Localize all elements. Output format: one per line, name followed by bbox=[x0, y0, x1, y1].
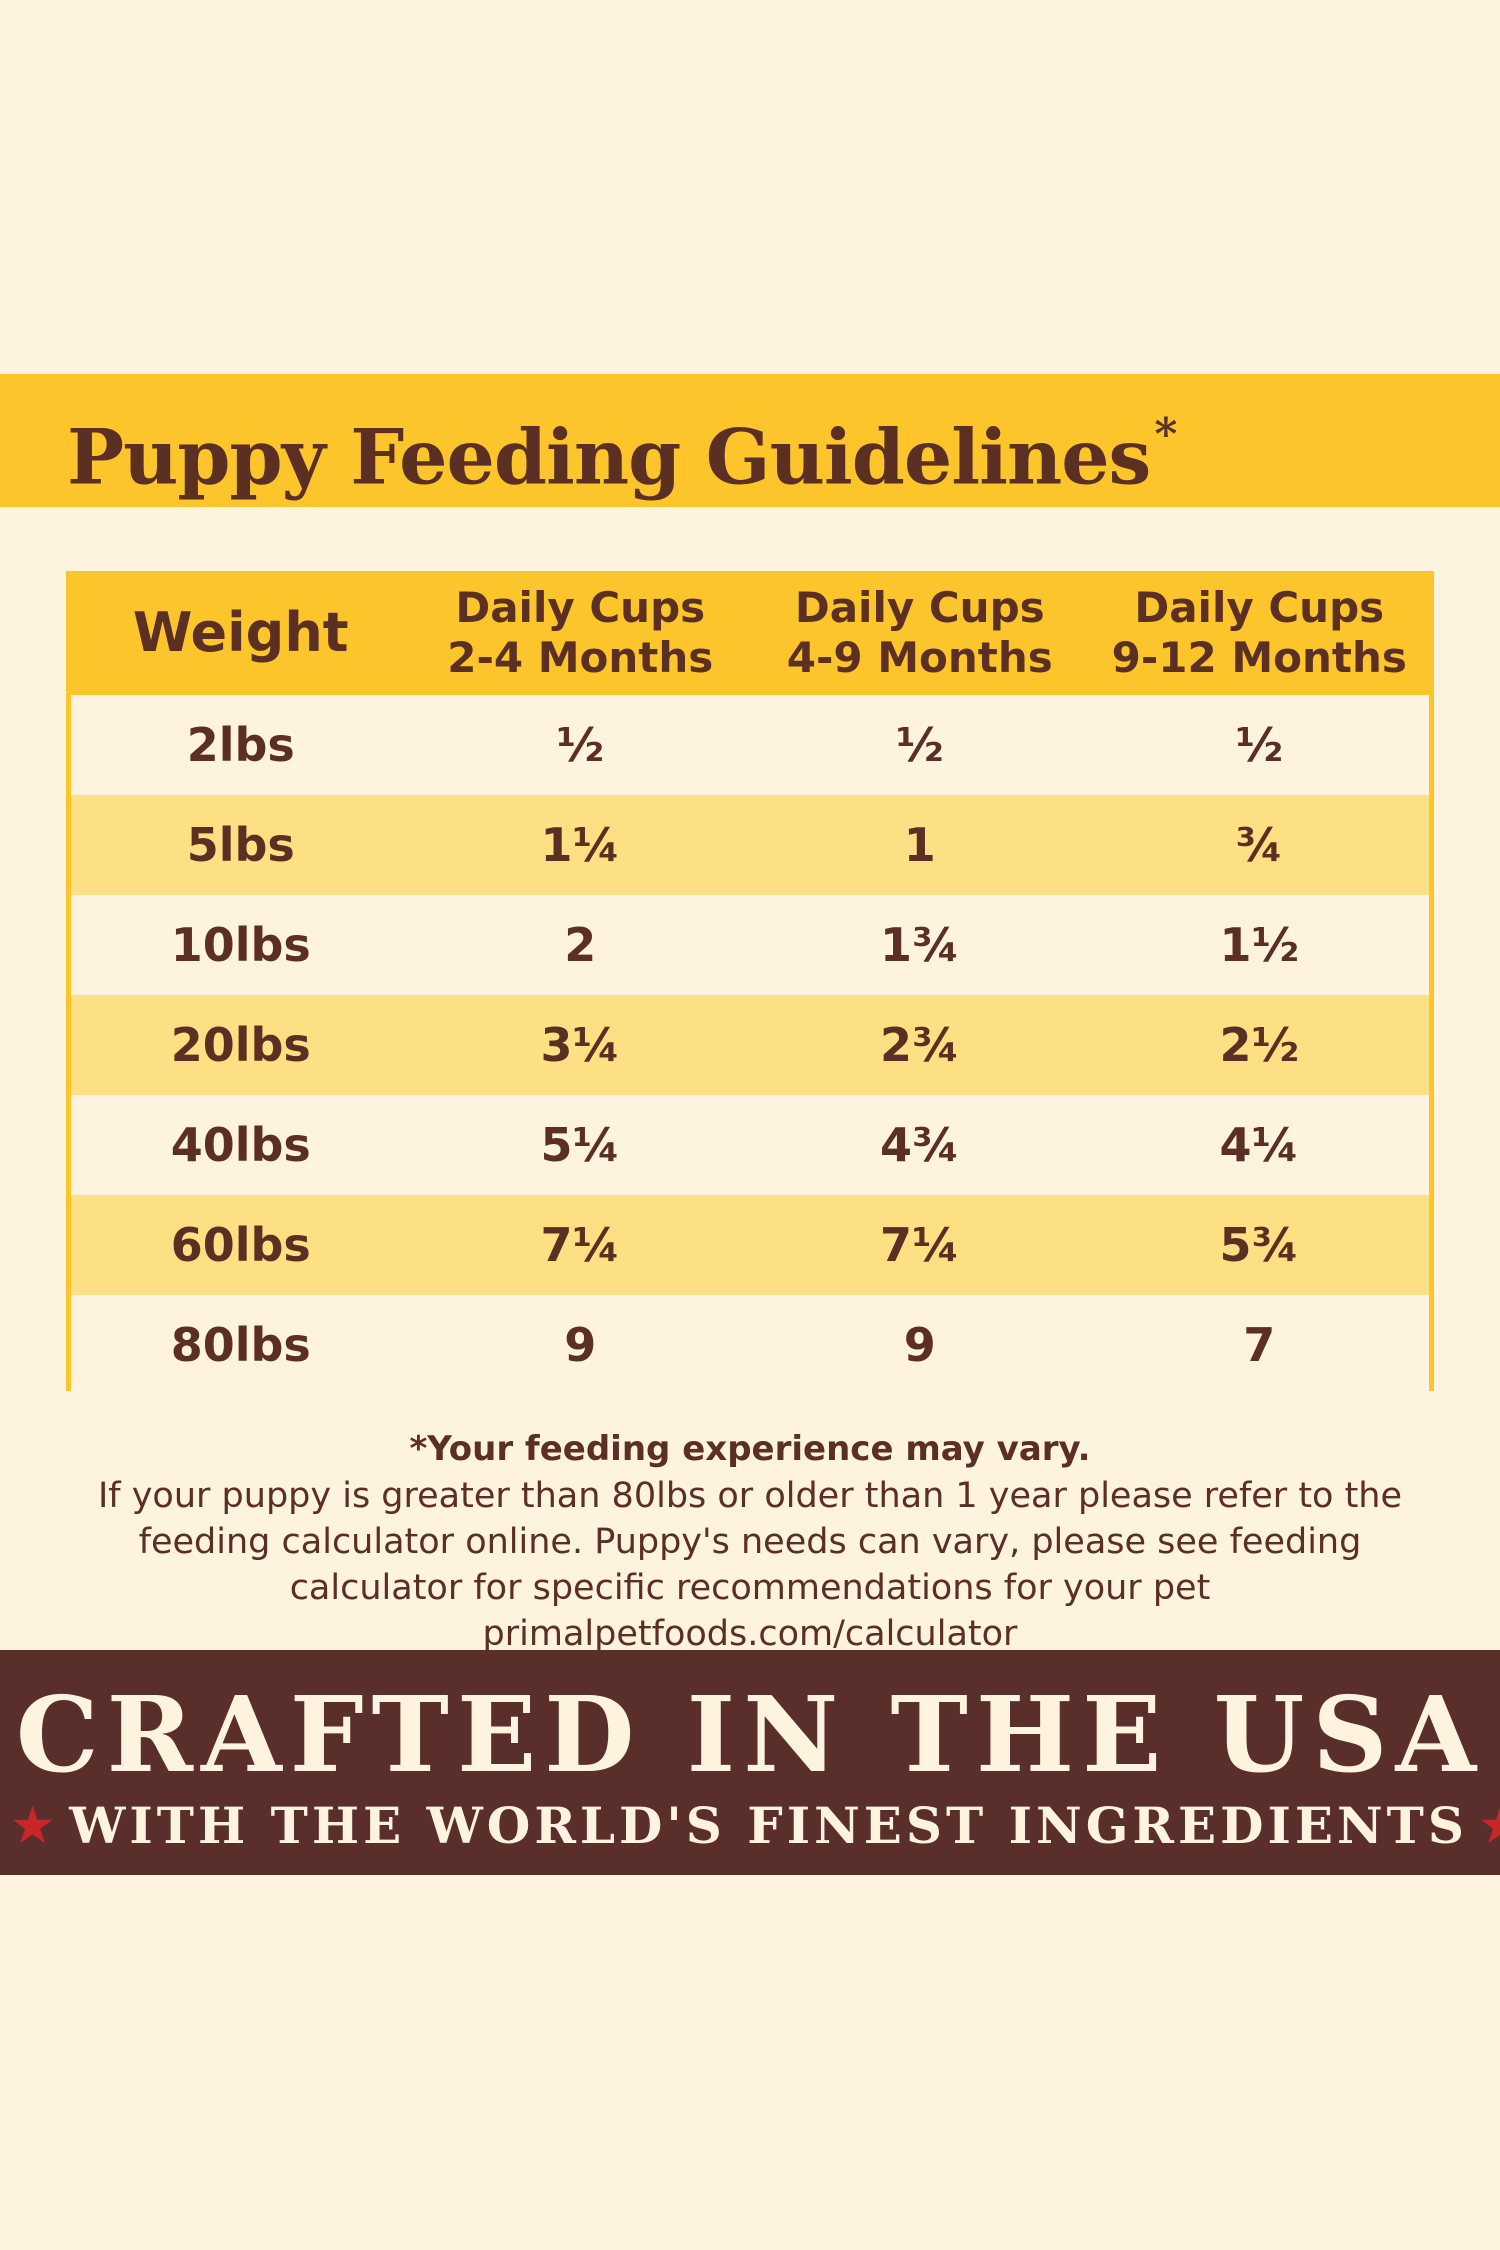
cups-cell: ½ bbox=[1089, 695, 1429, 795]
weight-cell: 40lbs bbox=[71, 1095, 411, 1195]
cups-cell: 7¼ bbox=[750, 1195, 1090, 1295]
cups-cell: 4¼ bbox=[1089, 1095, 1429, 1195]
table-row: 5lbs 1¼ 1 ¾ bbox=[71, 795, 1429, 895]
banner-sub-line: ★WITH THE WORLD'S FINEST INGREDIENTS★ bbox=[0, 1795, 1500, 1856]
banner-sub-text: WITH THE WORLD'S FINEST INGREDIENTS bbox=[69, 1796, 1468, 1855]
weight-cell: 20lbs bbox=[71, 995, 411, 1095]
cups-cell: 1½ bbox=[1089, 895, 1429, 995]
cups-cell: 2 bbox=[410, 895, 750, 995]
cups-cell: 2¾ bbox=[750, 995, 1090, 1095]
header-4-9-months: Daily Cups 4-9 Months bbox=[750, 571, 1090, 695]
weight-cell: 2lbs bbox=[71, 695, 411, 795]
feeding-notes: *Your feeding experience may vary. If yo… bbox=[0, 1425, 1500, 1657]
cups-cell: 4¾ bbox=[750, 1095, 1090, 1195]
crafted-banner: CRAFTED IN THE USA ★ WITH THE WORLD'S FIN… bbox=[0, 1650, 1500, 1875]
feeding-table-container: Weight Daily Cups 2-4 Months Daily Cups 4-… bbox=[66, 571, 1434, 1395]
cups-cell: 9 bbox=[410, 1295, 750, 1395]
weight-cell: 80lbs bbox=[71, 1295, 411, 1395]
table-row: 60lbs 7¼ 7¼ 5¾ bbox=[71, 1195, 1429, 1295]
table-row: 20lbs 3¼ 2¾ 2½ bbox=[71, 995, 1429, 1095]
banner-main-text: CRAFTED IN THE USA bbox=[15, 1673, 1485, 1796]
header-2-4-months: Daily Cups 2-4 Months bbox=[410, 571, 750, 695]
feeding-table: Weight Daily Cups 2-4 Months Daily Cups 4-… bbox=[71, 571, 1429, 1395]
header-9-12-months: Daily Cups 9-12 Months bbox=[1089, 571, 1429, 695]
cups-cell: 7¼ bbox=[410, 1195, 750, 1295]
cups-cell: 2½ bbox=[1089, 995, 1429, 1095]
star-icon: ★ bbox=[1480, 1798, 1500, 1852]
cups-cell: 5¾ bbox=[1089, 1195, 1429, 1295]
table-header-row: Weight Daily Cups 2-4 Months Daily Cups 4-… bbox=[71, 571, 1429, 695]
cups-cell: ½ bbox=[410, 695, 750, 795]
header-weight: Weight bbox=[71, 571, 411, 695]
table-row: 10lbs 2 1¾ 1½ bbox=[71, 895, 1429, 995]
cups-cell: ¾ bbox=[1089, 795, 1429, 895]
weight-cell: 60lbs bbox=[71, 1195, 411, 1295]
table-row: 80lbs 9 9 7 bbox=[71, 1295, 1429, 1395]
title-asterisk: * bbox=[1154, 409, 1177, 460]
cups-cell: 9 bbox=[750, 1295, 1090, 1395]
table-row: 40lbs 5¼ 4¾ 4¼ bbox=[71, 1095, 1429, 1195]
cups-cell: 1¾ bbox=[750, 895, 1090, 995]
cups-cell: 5¼ bbox=[410, 1095, 750, 1195]
weight-cell: 5lbs bbox=[71, 795, 411, 895]
weight-cell: 10lbs bbox=[71, 895, 411, 995]
page-title: Puppy Feeding Guidelines* bbox=[67, 409, 1177, 502]
cups-cell: 7 bbox=[1089, 1295, 1429, 1395]
cups-cell: 3¼ bbox=[410, 995, 750, 1095]
notes-body: If your puppy is greater than 80lbs or o… bbox=[97, 1476, 1403, 1654]
star-icon: ★ bbox=[12, 1798, 58, 1852]
cups-cell: ½ bbox=[750, 695, 1090, 795]
table-row: 2lbs ½ ½ ½ bbox=[71, 695, 1429, 795]
title-band: Puppy Feeding Guidelines* bbox=[0, 374, 1500, 507]
notes-lead: *Your feeding experience may vary. bbox=[409, 1429, 1091, 1469]
cups-cell: 1¼ bbox=[410, 795, 750, 895]
cups-cell: 1 bbox=[750, 795, 1090, 895]
